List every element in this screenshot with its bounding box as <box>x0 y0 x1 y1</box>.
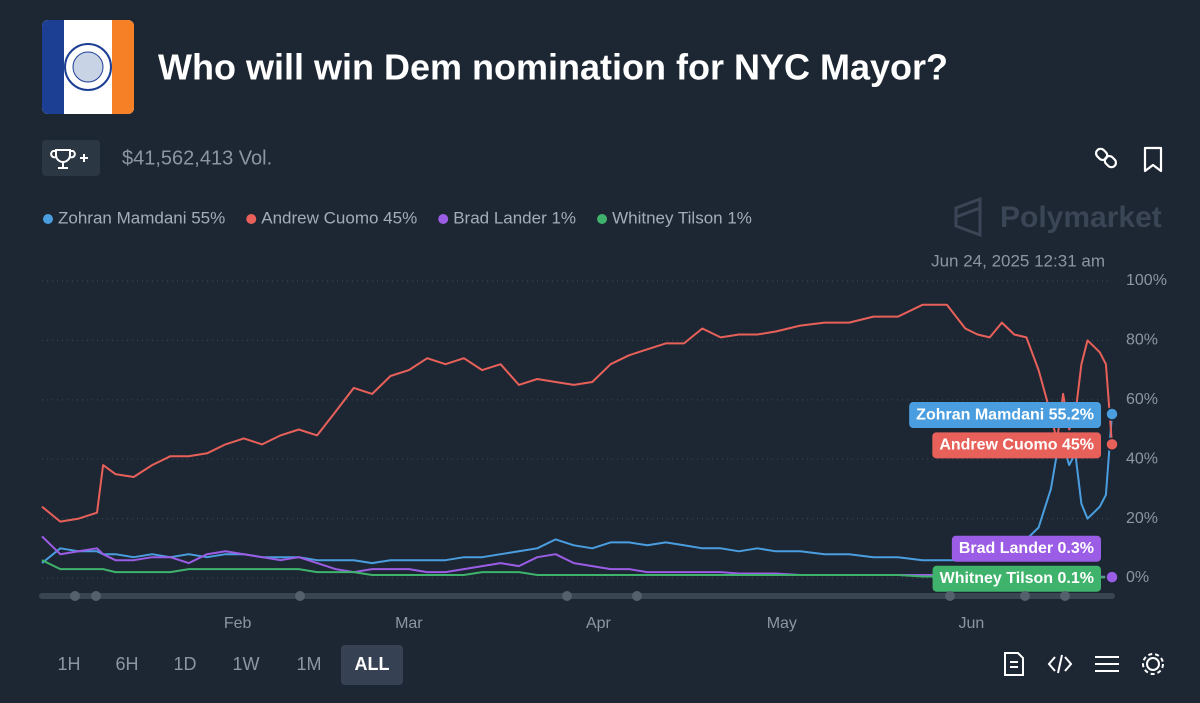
filter-icon[interactable] <box>1095 656 1119 672</box>
end-label: Brad Lander 0.3% <box>951 535 1101 562</box>
end-label: Andrew Cuomo 45% <box>932 432 1101 459</box>
x-tick-label: Jun <box>958 615 984 632</box>
x-axis: Feb Mar Apr May Jun <box>224 615 984 632</box>
end-label-text: Andrew Cuomo 45% <box>939 437 1094 454</box>
volume: $41,562,413 Vol. <box>122 147 272 169</box>
timestamp: Jun 24, 2025 12:31 am <box>931 251 1105 270</box>
end-dot <box>1105 407 1119 421</box>
y-tick-label: 20% <box>1126 510 1158 527</box>
range-button[interactable]: ALL <box>355 654 390 674</box>
y-tick-label: 100% <box>1126 272 1167 289</box>
end-label-text: Zohran Mamdani 55.2% <box>916 406 1094 423</box>
legend-dot <box>43 214 53 224</box>
settings-icon[interactable] <box>1146 657 1160 671</box>
legend-dot <box>246 214 257 224</box>
y-tick-label: 80% <box>1126 332 1158 349</box>
plot: Whitney Tilson 0.1% Brad Lander 0.3% Andre… <box>41 303 1119 592</box>
doc-icon[interactable] <box>1004 652 1024 676</box>
legend-label: Whitney Tilson 1% <box>612 208 752 227</box>
brand: Polymarket <box>1000 201 1162 234</box>
end-label-box <box>932 565 1101 592</box>
scrubber[interactable] <box>39 591 1115 601</box>
legend-dot <box>597 214 608 224</box>
legend-dot <box>438 214 449 224</box>
y-tick-label: 40% <box>1126 450 1158 467</box>
grid: 0% 20% 40% 60% 80% 100% <box>42 272 1167 586</box>
end-label-text: Whitney Tilson 0.1% <box>940 570 1094 587</box>
range-button[interactable]: 1W <box>233 654 260 674</box>
range-button[interactable]: 1H <box>57 654 80 674</box>
trophy-button[interactable] <box>42 140 100 176</box>
series-line <box>41 303 1113 523</box>
end-label: Whitney Tilson 0.1% <box>932 565 1101 592</box>
end-label-box <box>951 535 1101 562</box>
legend-label: Zohran Mamdani 55% <box>58 208 225 227</box>
bookmark-icon[interactable] <box>1143 146 1163 173</box>
x-tick-label: Mar <box>395 615 423 632</box>
range-button[interactable]: 1M <box>296 654 321 674</box>
range-button[interactable]: 6H <box>115 654 138 674</box>
embed-icon[interactable] <box>1047 654 1073 674</box>
end-dot <box>1105 437 1119 452</box>
y-tick-label: 60% <box>1126 391 1158 408</box>
y-tick-label: 0% <box>1126 569 1149 586</box>
end-label-text: Brad Lander 0.3% <box>959 540 1094 557</box>
link-icon[interactable] <box>1094 147 1118 169</box>
legend: Zohran Mamdani 55% Andrew Cuomo 45% Brad L… <box>43 208 752 227</box>
flag-icon <box>42 20 134 114</box>
legend-label: Brad Lander 1% <box>453 208 576 227</box>
x-tick-label: May <box>767 615 797 632</box>
range-button[interactable]: 1D <box>173 654 196 674</box>
end-label-box <box>932 432 1101 459</box>
page-title: Who will win Dem nomination for NYC Mayo… <box>158 47 948 88</box>
end-label-box <box>909 402 1101 429</box>
range-buttons: 1H 6H 1D 1W 1M ALL <box>57 645 403 685</box>
legend-label: Andrew Cuomo 45% <box>261 208 417 227</box>
series-line <box>41 414 1113 565</box>
toolbar-icons[interactable] <box>1004 652 1164 676</box>
brand-logo: Polymarket <box>954 196 1162 238</box>
x-tick-label: Apr <box>586 615 612 632</box>
end-dot <box>1105 570 1119 584</box>
x-tick-label: Feb <box>224 615 252 632</box>
end-label: Zohran Mamdani 55.2% <box>909 402 1101 429</box>
range-button-bg[interactable] <box>341 645 403 685</box>
